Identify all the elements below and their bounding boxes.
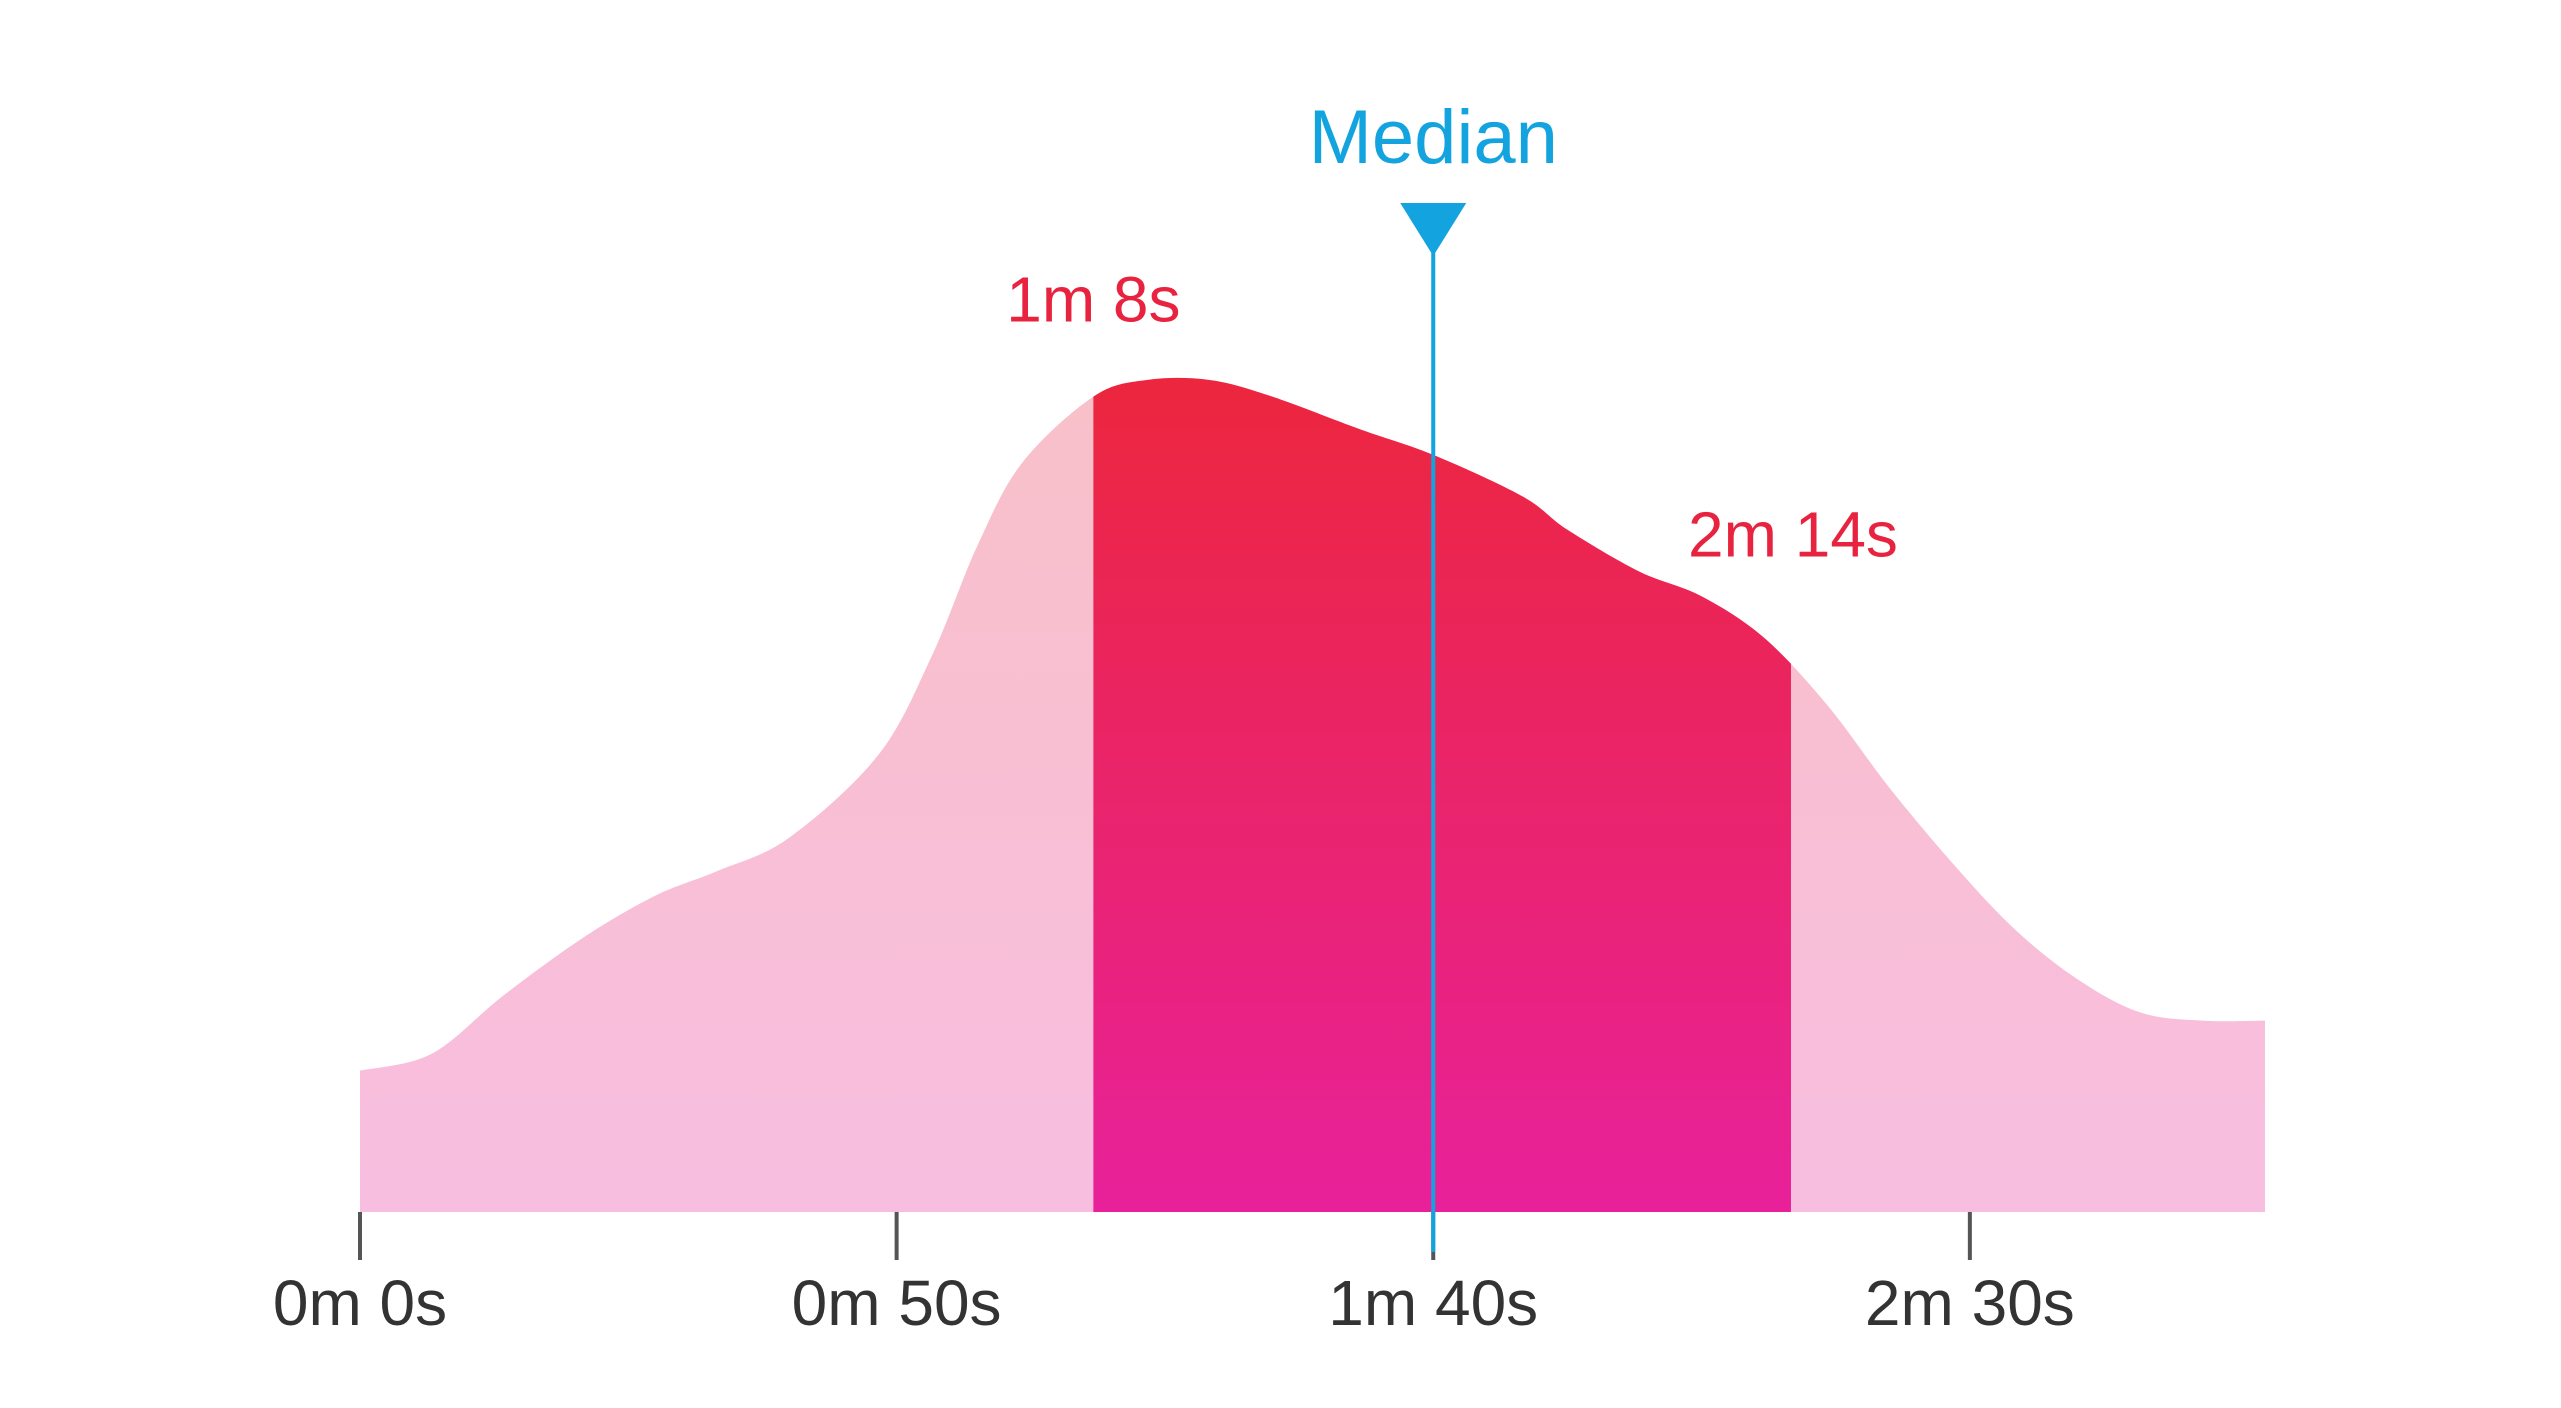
median-label: Median bbox=[1309, 95, 1558, 180]
range-end-label: 2m 14s bbox=[1688, 498, 1898, 570]
x-tick-label: 1m 40s bbox=[1328, 1267, 1538, 1339]
x-tick-label: 2m 30s bbox=[1865, 1267, 2075, 1339]
x-tick-label: 0m 50s bbox=[792, 1267, 1002, 1339]
highlighted-range-area bbox=[1093, 377, 1791, 1212]
x-tick-label: 0m 0s bbox=[273, 1267, 447, 1339]
x-axis: 0m 0s 0m 50s 1m 40s 2m 30s bbox=[273, 1212, 2075, 1339]
range-start-label: 1m 8s bbox=[1006, 264, 1180, 336]
median-marker-icon bbox=[1400, 203, 1467, 256]
